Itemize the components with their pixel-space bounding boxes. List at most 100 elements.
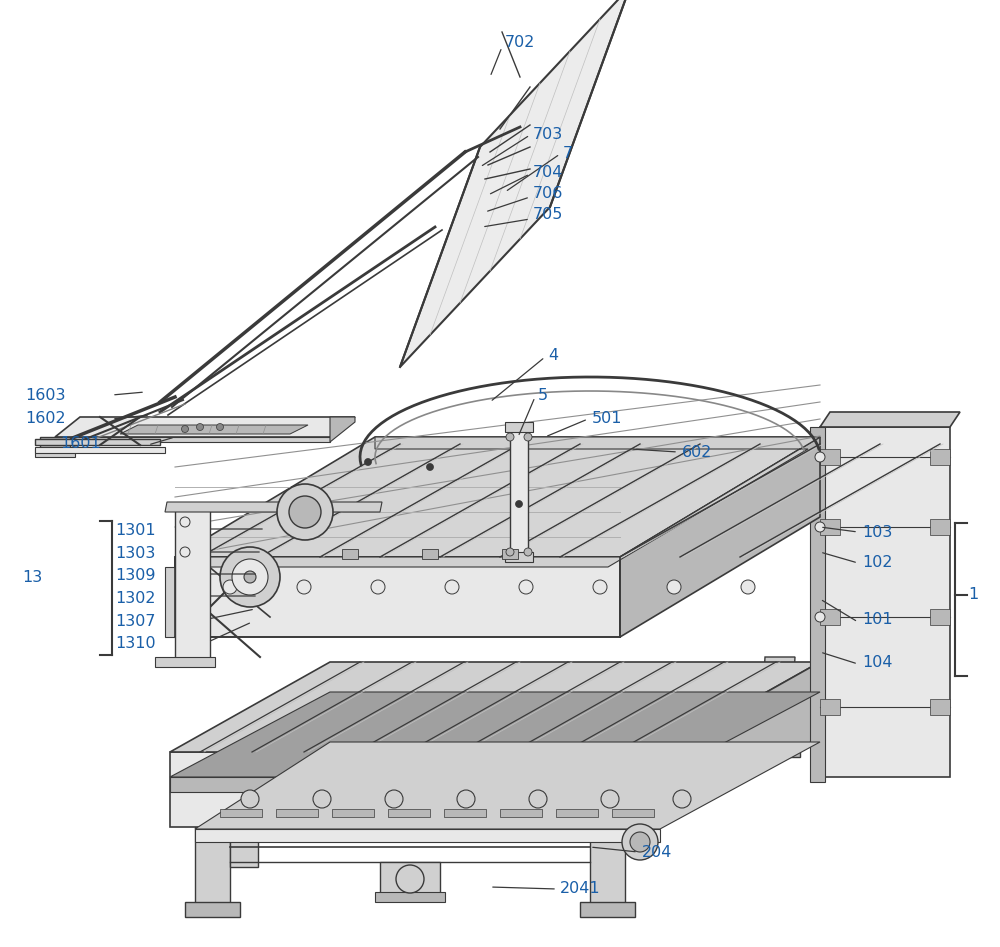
Circle shape <box>232 559 268 595</box>
Polygon shape <box>510 427 528 557</box>
Polygon shape <box>930 519 950 535</box>
Circle shape <box>815 452 825 462</box>
Circle shape <box>313 790 331 808</box>
Text: 1310: 1310 <box>115 636 156 652</box>
Polygon shape <box>505 422 533 432</box>
Polygon shape <box>342 549 358 559</box>
Polygon shape <box>820 449 840 465</box>
Polygon shape <box>505 552 533 562</box>
Polygon shape <box>500 809 542 817</box>
Circle shape <box>196 423 204 431</box>
Circle shape <box>524 433 532 441</box>
Circle shape <box>516 501 522 508</box>
Text: 2041: 2041 <box>560 881 601 896</box>
Text: 13: 13 <box>22 570 42 585</box>
Polygon shape <box>165 567 185 637</box>
Text: 1302: 1302 <box>115 591 156 606</box>
Polygon shape <box>175 437 820 567</box>
Text: 1: 1 <box>968 587 978 602</box>
Circle shape <box>741 580 755 594</box>
Circle shape <box>524 548 532 556</box>
Circle shape <box>622 824 658 860</box>
Text: 1307: 1307 <box>115 614 156 629</box>
Circle shape <box>673 790 691 808</box>
Polygon shape <box>170 692 820 777</box>
Polygon shape <box>620 437 820 637</box>
Circle shape <box>457 790 475 808</box>
Polygon shape <box>820 412 960 427</box>
Polygon shape <box>185 902 240 917</box>
Polygon shape <box>502 549 518 559</box>
Polygon shape <box>175 507 210 662</box>
Polygon shape <box>55 417 355 437</box>
Circle shape <box>593 580 607 594</box>
Polygon shape <box>330 417 355 442</box>
Text: 7: 7 <box>563 146 573 161</box>
Polygon shape <box>332 782 382 799</box>
Polygon shape <box>155 657 215 667</box>
Polygon shape <box>332 809 374 817</box>
Text: 602: 602 <box>682 445 712 460</box>
Circle shape <box>667 580 681 594</box>
Text: 1601: 1601 <box>60 436 101 451</box>
Polygon shape <box>820 427 950 777</box>
Polygon shape <box>35 449 75 457</box>
Circle shape <box>385 790 403 808</box>
Polygon shape <box>340 667 375 787</box>
Polygon shape <box>170 752 660 827</box>
Polygon shape <box>375 892 445 902</box>
Circle shape <box>519 580 533 594</box>
Polygon shape <box>752 742 800 757</box>
Polygon shape <box>660 662 820 827</box>
Polygon shape <box>380 862 440 897</box>
Polygon shape <box>556 809 598 817</box>
Text: 4: 4 <box>548 348 558 363</box>
Text: 101: 101 <box>862 612 893 627</box>
Circle shape <box>244 571 256 583</box>
Text: 104: 104 <box>862 655 893 670</box>
Polygon shape <box>810 427 825 782</box>
Circle shape <box>630 832 650 852</box>
Text: 1301: 1301 <box>115 523 156 538</box>
Circle shape <box>506 433 514 441</box>
Polygon shape <box>195 827 230 907</box>
Circle shape <box>216 423 224 431</box>
Circle shape <box>371 580 385 594</box>
Polygon shape <box>35 439 160 445</box>
Circle shape <box>364 458 372 466</box>
Circle shape <box>396 865 424 893</box>
Text: 501: 501 <box>592 411 622 426</box>
Polygon shape <box>220 809 262 817</box>
Polygon shape <box>400 0 630 367</box>
Polygon shape <box>820 609 840 625</box>
Circle shape <box>182 425 188 433</box>
Polygon shape <box>175 437 820 557</box>
Circle shape <box>223 580 237 594</box>
Text: 1303: 1303 <box>115 545 155 561</box>
Text: 103: 103 <box>862 525 892 540</box>
Text: 704: 704 <box>533 165 563 180</box>
Circle shape <box>506 548 514 556</box>
Polygon shape <box>170 777 660 792</box>
Circle shape <box>426 463 434 471</box>
Circle shape <box>601 790 619 808</box>
Polygon shape <box>444 809 486 817</box>
Circle shape <box>815 612 825 622</box>
Polygon shape <box>590 827 625 907</box>
Circle shape <box>815 522 825 532</box>
Polygon shape <box>930 699 950 715</box>
Circle shape <box>445 580 459 594</box>
Circle shape <box>180 547 190 557</box>
Polygon shape <box>230 792 258 867</box>
Circle shape <box>289 496 321 528</box>
Text: 204: 204 <box>642 845 672 860</box>
Circle shape <box>241 790 259 808</box>
Circle shape <box>277 484 333 540</box>
Polygon shape <box>580 902 635 917</box>
Polygon shape <box>55 437 330 442</box>
Polygon shape <box>760 657 795 747</box>
Polygon shape <box>195 829 660 842</box>
Polygon shape <box>388 809 430 817</box>
Polygon shape <box>276 809 318 817</box>
Text: 1603: 1603 <box>25 388 66 403</box>
